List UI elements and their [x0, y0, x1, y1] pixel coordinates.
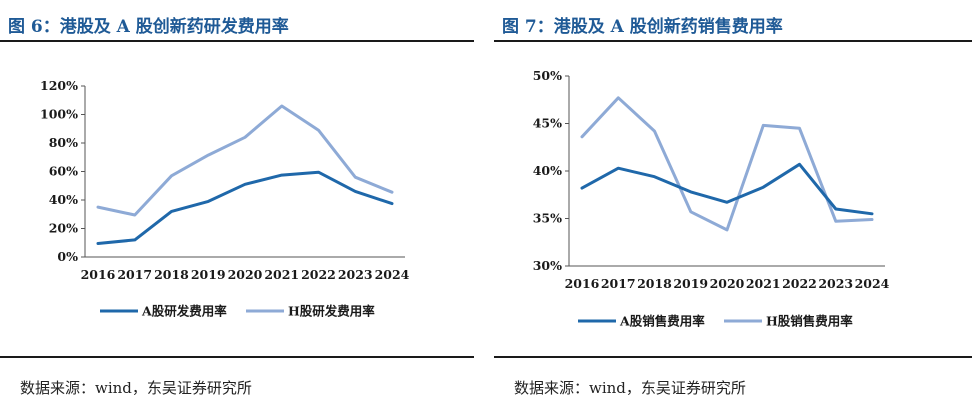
x-tick-label: 2023: [338, 267, 373, 282]
y-tick-label: 30%: [533, 258, 562, 273]
x-tick-label: 2021: [264, 267, 299, 282]
figure-7-title: 图 7：港股及 A 股创新药销售费用率: [502, 17, 783, 37]
bottom-rule: [0, 356, 474, 358]
x-tick-label: 2018: [154, 267, 189, 282]
x-tick-label: 2023: [818, 276, 853, 291]
top-rule: [0, 40, 474, 42]
x-tick-label: 2016: [565, 276, 600, 291]
x-tick-label: 2019: [673, 276, 708, 291]
figure-7-panel: 图 7：港股及 A 股创新药销售费用率 30% 35% 40% 45% 50% 2016 2…: [494, 0, 972, 408]
y-tick-label: 40%: [533, 163, 562, 178]
series-line: [96, 170, 394, 245]
y-tick-label: 35%: [533, 211, 562, 226]
x-tick-label: 2022: [301, 267, 336, 282]
figure-6-panel: 图 6：港股及 A 股创新药研发费用率 0% 20% 40% 60% 80% 100% 12…: [0, 0, 474, 408]
y-tick-label: 80%: [49, 135, 78, 150]
x-tick-label: 2018: [637, 276, 672, 291]
legend-label: H股销售费用率: [766, 314, 853, 329]
y-tick-label: 45%: [533, 116, 562, 131]
x-tick-label: 2024: [375, 267, 410, 282]
y-tick-label: 100%: [40, 107, 78, 122]
y-tick-label: 120%: [40, 78, 78, 93]
series-line: [580, 96, 874, 232]
legend-label: H股研发费用率: [288, 304, 375, 319]
x-tick-label: 2019: [191, 267, 226, 282]
y-tick-label: 40%: [49, 192, 78, 207]
figure-6-title: 图 6：港股及 A 股创新药研发费用率: [8, 17, 289, 37]
x-tick-label: 2020: [228, 267, 263, 282]
x-tick-label: 2017: [117, 267, 152, 282]
figure-6-source: 数据来源：wind，东吴证券研究所: [20, 379, 252, 397]
x-tick-label: 2017: [601, 276, 636, 291]
x-tick-label: 2024: [855, 276, 890, 291]
x-tick-label: 2016: [81, 267, 116, 282]
x-tick-label: 2020: [710, 276, 745, 291]
figure-7-source: 数据来源：wind，东吴证券研究所: [514, 379, 746, 397]
legend-label: A股销售费用率: [619, 314, 705, 329]
y-tick-label: 50%: [533, 68, 562, 83]
figure-7-chart: 30%35%40%45%50%2016 2017 2018 2019 2020 2021 2…: [533, 68, 890, 329]
figure-6-chart: 0%20%40%60%80%100%120%2016 2017 2018 2019 20…: [40, 78, 410, 319]
y-tick-label: 0%: [57, 249, 78, 264]
series-line: [580, 162, 874, 216]
y-tick-label: 60%: [49, 164, 78, 179]
y-tick-label: 20%: [49, 221, 78, 236]
series-line: [96, 104, 394, 217]
bottom-rule: [494, 356, 972, 358]
x-tick-label: 2021: [746, 276, 781, 291]
top-rule: [494, 40, 972, 42]
x-tick-label: 2022: [782, 276, 817, 291]
legend-label: A股研发费用率: [141, 304, 227, 319]
